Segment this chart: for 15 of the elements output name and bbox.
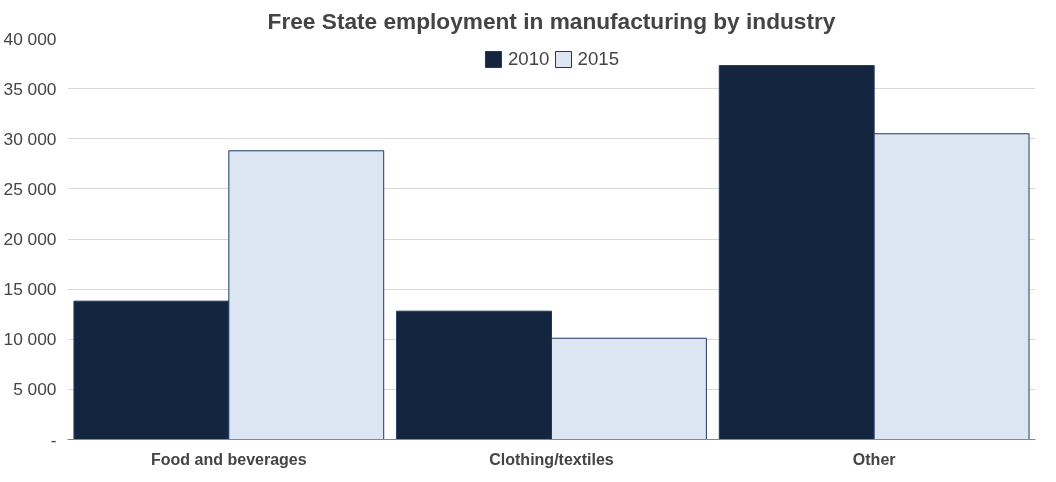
y-tick-label: 35 000 (3, 78, 57, 99)
y-tick-label: 5 000 (13, 379, 57, 400)
x-tick-label: Other (852, 450, 896, 468)
chart-title: Free State employment in manufacturing by industry (267, 7, 836, 34)
x-tick-label: Food and beverages (151, 450, 307, 468)
x-tick-label: Clothing/textiles (489, 450, 614, 468)
y-tick-label: 15 000 (3, 279, 57, 300)
y-tick-label: 10 000 (3, 329, 57, 350)
y-tick-label: 20 000 (3, 229, 57, 249)
y-tick-label: - (50, 429, 57, 450)
y-tick-label: 25 000 (3, 178, 57, 199)
legend-label: 2015 (577, 48, 620, 70)
y-tick-label: 30 000 (3, 128, 57, 149)
legend-label: 2010 (507, 48, 550, 70)
y-tick-label: 40 000 (3, 28, 57, 49)
